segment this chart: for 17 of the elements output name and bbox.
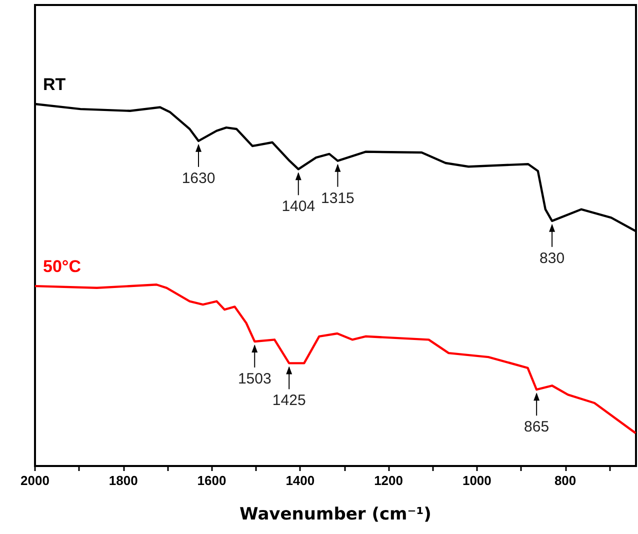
x-tick-label: 1800 <box>108 473 138 488</box>
annotation: 1503 <box>238 370 272 388</box>
series-label: RT <box>43 75 66 94</box>
x-axis-title: Wavenumber (cm⁻¹) <box>240 504 432 524</box>
annotation: 1315 <box>321 190 354 207</box>
annotation: 1630 <box>182 170 216 187</box>
annotation: 1425 <box>272 392 306 410</box>
x-tick-label: 800 <box>554 473 576 488</box>
x-tick-label: 1000 <box>462 473 492 488</box>
annotation: 865 <box>524 418 550 436</box>
x-tick-label: 1400 <box>286 473 315 488</box>
x-tick-label: 1600 <box>197 473 226 488</box>
x-tick-label: 2000 <box>20 473 50 488</box>
x-tick-label: 1200 <box>374 473 403 488</box>
annotation: 1404 <box>282 198 316 216</box>
series-label: 50°C <box>43 257 81 276</box>
annotation: 830 <box>540 250 565 267</box>
